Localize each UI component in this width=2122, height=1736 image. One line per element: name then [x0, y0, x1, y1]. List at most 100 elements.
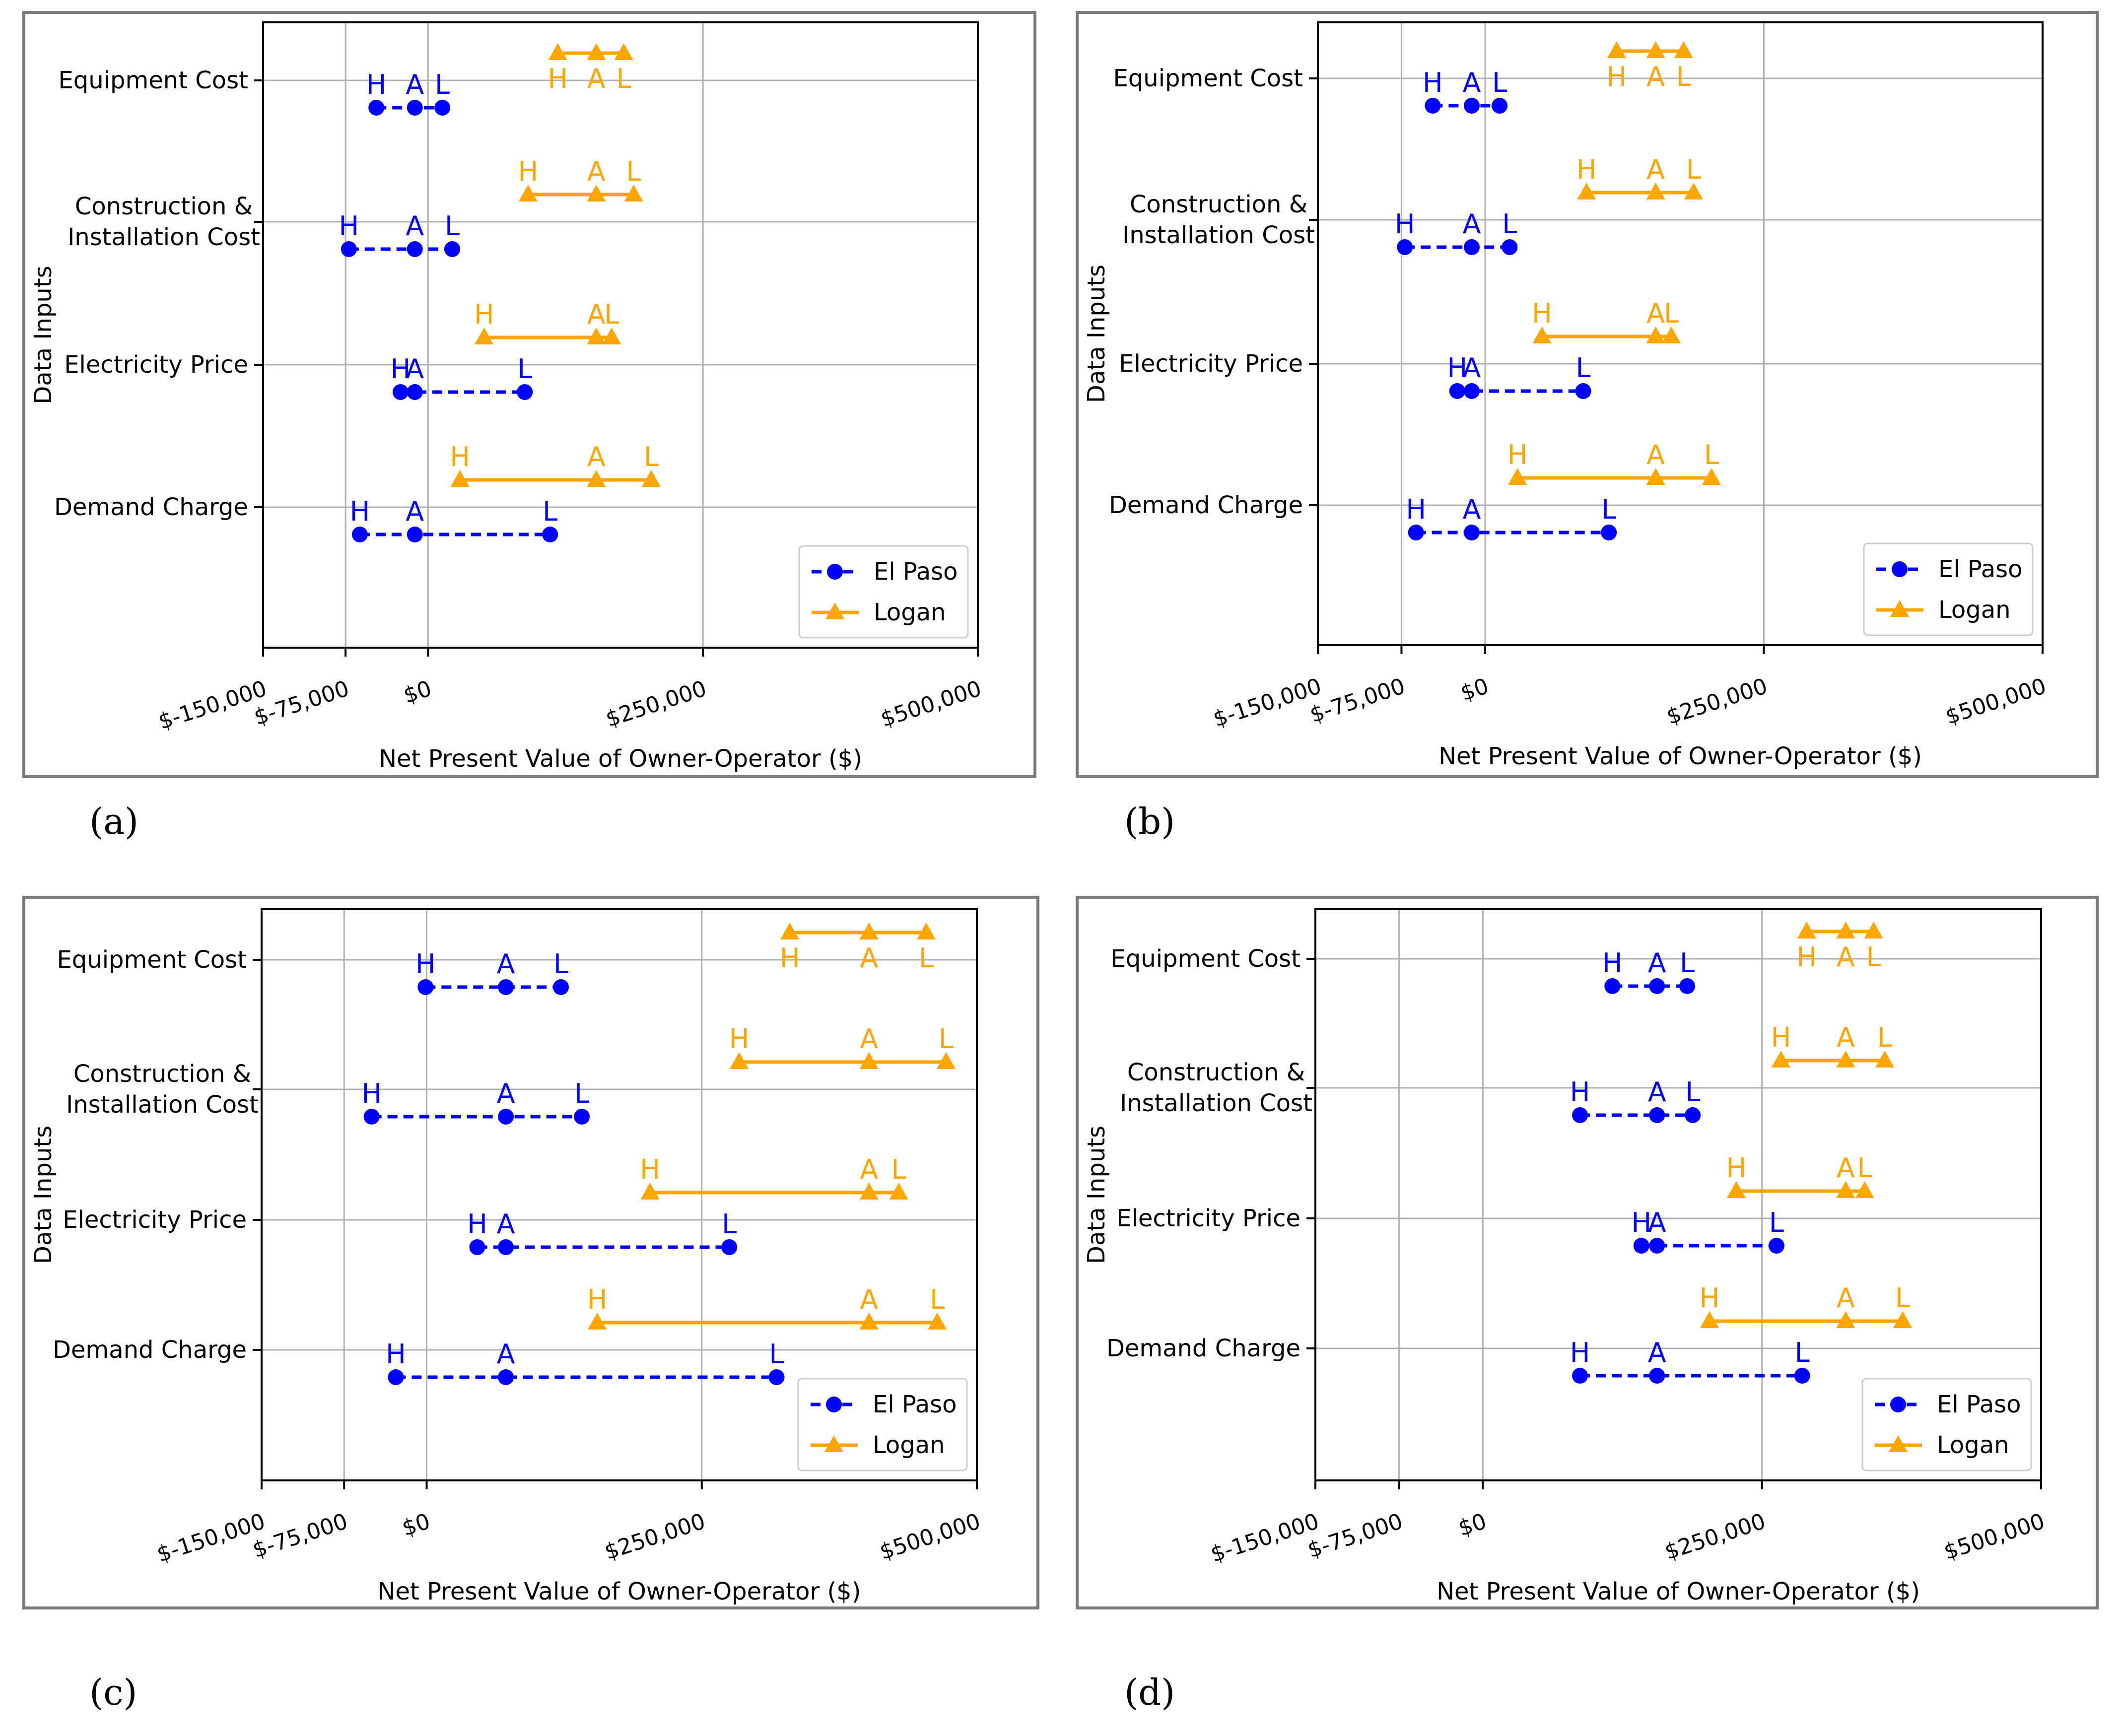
- x-tick-label: $-75,000: [250, 1509, 351, 1563]
- point-label: H: [386, 1338, 406, 1370]
- data-point-logan: [1836, 1051, 1855, 1068]
- legend-label: Logan: [874, 599, 946, 626]
- point-label: A: [1462, 352, 1481, 384]
- x-axis-title: Net Present Value of Owner-Operator ($): [1438, 742, 1922, 770]
- point-label: H: [361, 1078, 382, 1109]
- data-point-logan: [1771, 1051, 1790, 1068]
- legend-label: Logan: [1937, 1431, 2009, 1459]
- data-point-el-paso: [392, 384, 409, 400]
- data-point-logan: [624, 185, 643, 201]
- data-point-el-paso: [1492, 98, 1508, 114]
- chart-d: $-150,000$-75,000 $0 $250,000 $500,000 Equip…: [1076, 896, 2099, 1713]
- figure-frame: [22, 896, 1039, 1609]
- data-point-logan: [475, 328, 494, 344]
- point-label: H: [1726, 1152, 1747, 1184]
- point-label: A: [497, 948, 515, 980]
- point-label: H: [729, 1023, 750, 1055]
- chart-c: $-150,000$-75,000 $0 $250,000 $500,000Equip…: [22, 896, 1039, 1713]
- y-category-label: Equipment Cost: [58, 67, 248, 94]
- data-point-logan: [1646, 327, 1665, 343]
- x-tick-label: $-150,000: [1210, 673, 1325, 732]
- point-label: L: [919, 942, 934, 974]
- data-point-el-paso: [553, 979, 569, 995]
- legend-label: El Paso: [1938, 555, 2023, 583]
- data-point-logan: [936, 1052, 956, 1069]
- point-label: L: [1676, 61, 1691, 92]
- point-label: A: [1646, 154, 1665, 185]
- point-label: L: [644, 441, 659, 472]
- data-point-logan: [640, 1183, 660, 1200]
- point-label: L: [543, 496, 557, 527]
- point-label: L: [616, 63, 631, 94]
- data-point-el-paso: [1685, 1107, 1701, 1123]
- data-point-logan: [642, 470, 661, 487]
- data-point-logan: [1855, 1181, 1874, 1198]
- point-label: A: [860, 1023, 878, 1055]
- point-label: L: [1664, 298, 1679, 329]
- x-tick-label: $500,000: [877, 1509, 983, 1565]
- point-label: A: [587, 299, 606, 330]
- point-label: A: [497, 1208, 515, 1240]
- point-label: H: [587, 1284, 608, 1315]
- point-label: A: [1837, 1282, 1855, 1314]
- point-label: H: [1532, 298, 1552, 329]
- data-point-el-paso: [1572, 1107, 1588, 1123]
- data-point-logan: [518, 185, 538, 201]
- data-point-el-paso: [368, 100, 385, 116]
- point-label: A: [1837, 1152, 1855, 1184]
- point-label: L: [1704, 439, 1719, 470]
- point-label: A: [406, 353, 424, 385]
- data-point-logan: [1864, 922, 1883, 938]
- data-point-el-paso: [1463, 239, 1480, 255]
- legend-marker: [827, 564, 843, 580]
- point-label: H: [1796, 941, 1817, 973]
- point-label: L: [1769, 1207, 1784, 1238]
- y-category-line: Demand Charge: [54, 493, 248, 521]
- point-label: L: [1601, 494, 1616, 525]
- y-category-label: Construction & Installation Cost: [1120, 1059, 1312, 1117]
- point-label: H: [1406, 494, 1426, 525]
- y-category-line: Demand Charge: [1109, 491, 1303, 519]
- data-point-logan: [1875, 1051, 1895, 1068]
- plot-area-frame: [262, 21, 979, 649]
- data-point-logan: [1726, 1181, 1746, 1198]
- point-label: A: [1648, 1337, 1666, 1368]
- data-point-el-paso: [1604, 978, 1621, 994]
- y-category-label: Equipment Cost: [1113, 65, 1303, 92]
- x-tick-label: $-75,000: [251, 676, 352, 731]
- point-label: A: [497, 1078, 515, 1109]
- point-label: L: [553, 948, 568, 980]
- point-label: A: [1462, 208, 1481, 240]
- plot-area-frame: [1314, 908, 2042, 1481]
- plot-area-frame: [1317, 21, 2044, 646]
- y-category-line: Equipment Cost: [1113, 65, 1303, 92]
- point-label: L: [1857, 1152, 1872, 1184]
- data-point-el-paso: [434, 100, 451, 116]
- x-tick-label: $0: [401, 676, 435, 709]
- point-label: A: [860, 1154, 878, 1185]
- point-label: A: [1646, 298, 1665, 329]
- x-tick-label: $-75,000: [1304, 1509, 1406, 1563]
- data-point-el-paso: [498, 1239, 514, 1255]
- point-label: A: [1462, 494, 1481, 525]
- figure-frame: [1076, 11, 2099, 778]
- data-point-logan: [1797, 922, 1816, 938]
- data-point-logan: [1836, 922, 1855, 938]
- point-label: A: [406, 69, 424, 100]
- data-point-el-paso: [1449, 383, 1465, 399]
- data-point-el-paso: [498, 1109, 514, 1125]
- y-category-line: Construction &: [73, 1060, 251, 1088]
- data-point-el-paso: [1463, 98, 1480, 114]
- point-label: A: [406, 496, 424, 527]
- data-point-logan: [548, 43, 567, 60]
- data-point-el-paso: [1649, 1107, 1665, 1123]
- legend-label: El Paso: [873, 1391, 957, 1418]
- y-category-label: Construction & Installation Cost: [1122, 191, 1315, 249]
- data-point-el-paso: [1679, 978, 1695, 994]
- point-label: H: [450, 441, 470, 472]
- y-axis-title: Data Inputs: [29, 1126, 57, 1264]
- point-label: L: [1685, 1076, 1700, 1108]
- data-point-el-paso: [363, 1109, 380, 1125]
- point-label: L: [769, 1338, 784, 1370]
- data-point-el-paso: [417, 979, 434, 995]
